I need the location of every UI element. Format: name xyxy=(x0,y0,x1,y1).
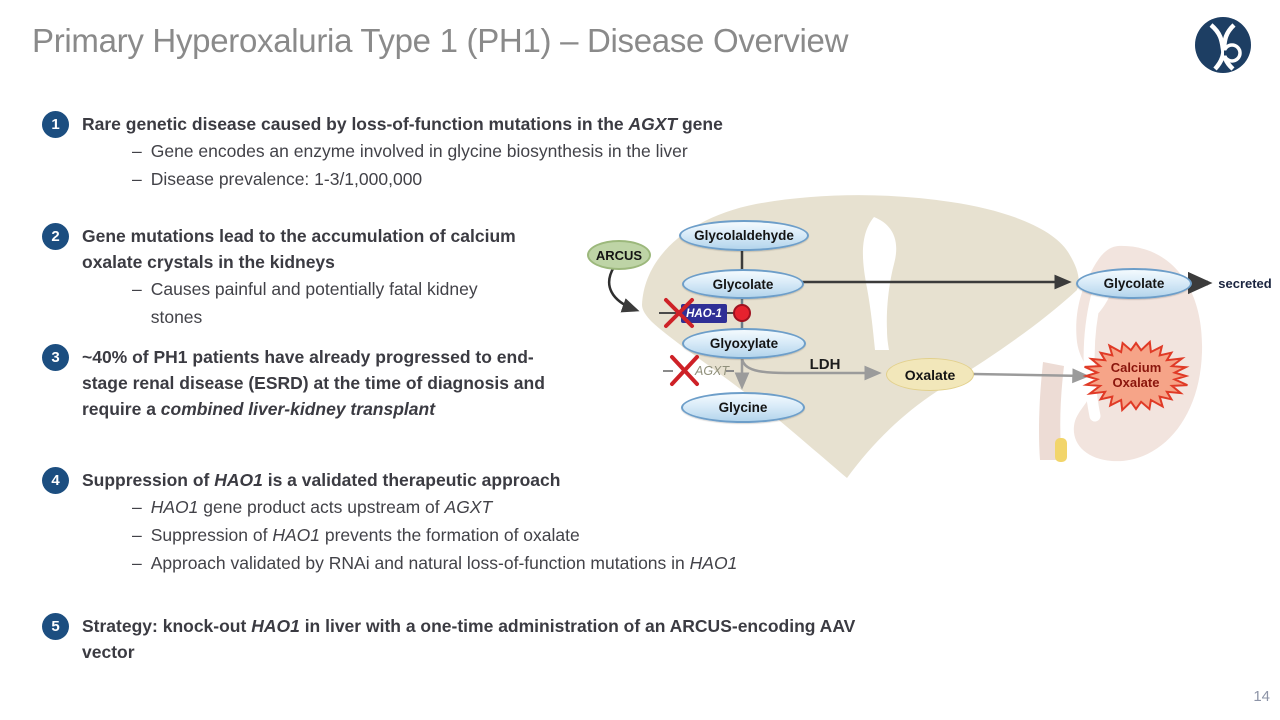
calcium-oxalate-crystal xyxy=(1082,339,1190,413)
bullet-item-3: 3 ~40% of PH1 patients have already prog… xyxy=(42,344,552,422)
bullet-4-sub-2: – Suppression of HAO1 prevents the forma… xyxy=(82,521,962,549)
glycine-node: Glycine xyxy=(681,392,805,423)
liver-shape xyxy=(642,195,1079,478)
bullet-1-sub-2: – Disease prevalence: 1-3/1,000,000 xyxy=(82,165,844,193)
bullet-item-4: 4 Suppression of HAO1 is a validated the… xyxy=(42,467,962,577)
secreted-label: secreted xyxy=(1218,275,1272,291)
bullet-4-sub-3: – Approach validated by RNAi and natural… xyxy=(82,549,962,577)
bullet-3-main-text: ~40% of PH1 patients have already progre… xyxy=(82,347,545,419)
page-number: 14 xyxy=(1253,688,1270,705)
calcium-oxalate-line1: Calcium xyxy=(1110,360,1162,376)
arcus-node: ARCUS xyxy=(587,240,651,270)
bullet-4-sub-3-text: Approach validated by RNAi and natural l… xyxy=(150,553,738,573)
sub-dash: – xyxy=(132,497,142,517)
glycolaldehyde-node: Glycolaldehyde xyxy=(679,220,809,251)
bullet-1-sub-2-text: Disease prevalence: 1-3/1,000,000 xyxy=(150,169,423,189)
bullet-2-sub-1-text: Causes painful and potentially fatal kid… xyxy=(150,279,478,327)
bullet-5-number-badge: 5 xyxy=(42,613,69,640)
bullet-1-number-badge: 1 xyxy=(42,111,69,138)
bullet-2-main-text: Gene mutations lead to the accumulation … xyxy=(82,226,516,272)
company-logo xyxy=(1195,17,1251,73)
bullet-3-number-badge: 3 xyxy=(42,344,69,371)
ldh-enzyme-label: LDH xyxy=(809,355,841,373)
sub-dash: – xyxy=(132,169,142,189)
oxalate-node: Oxalate xyxy=(886,358,974,391)
liver-vessel-cutout xyxy=(862,217,897,350)
bullet-1-sub-1: – Gene encodes an enzyme involved in gly… xyxy=(82,137,844,165)
arrow-arcus xyxy=(608,266,640,313)
sub-dash: – xyxy=(132,141,142,161)
logo-ribbon-icon xyxy=(1213,23,1236,71)
bullet-1-sub-1-text: Gene encodes an enzyme involved in glyci… xyxy=(150,141,688,161)
kidney-ureter xyxy=(1039,362,1064,460)
bullet-4-sub-1: – HAO1 gene product acts upstream of AGX… xyxy=(82,493,962,521)
bullet-4-main-text: Suppression of HAO1 is a validated thera… xyxy=(82,470,561,490)
glyoxylate-node: Glyoxylate xyxy=(682,328,806,359)
bullet-4-number-badge: 4 xyxy=(42,467,69,494)
agxt-enzyme-label: AGXT xyxy=(695,364,730,378)
sub-dash: – xyxy=(132,279,142,299)
pathway-diagram: ARCUS Glycolaldehyde Glycolate HAO-1 Gly… xyxy=(556,180,1280,520)
glycolate-kidney-node: Glycolate xyxy=(1076,268,1192,299)
bullet-2-sub-1: – Causes painful and potentially fatal k… xyxy=(82,275,524,331)
diagram-base-layer xyxy=(608,195,1213,478)
bullet-item-5: 5 Strategy: knock-out HAO1 in liver with… xyxy=(42,613,877,665)
arrow-oxalate-to-calcium xyxy=(972,368,1090,384)
bullet-2-number-badge: 2 xyxy=(42,223,69,250)
arrow-ldh-to-oxalate xyxy=(740,356,882,381)
hao1-enzyme-box: HAO-1 xyxy=(681,304,727,323)
bullet-4-sub-1-text: HAO1 gene product acts upstream of AGXT xyxy=(150,497,493,517)
sub-dash: – xyxy=(132,525,142,545)
kidney-ureter-yellow xyxy=(1055,438,1067,462)
bullet-4-sub-2-text: Suppression of HAO1 prevents the formati… xyxy=(150,525,580,545)
sub-dash: – xyxy=(132,553,142,573)
calcium-oxalate-line2: Oxalate xyxy=(1112,375,1160,390)
bullet-1-main-text: Rare genetic disease caused by loss-of-f… xyxy=(82,114,723,134)
slide-title: Primary Hyperoxaluria Type 1 (PH1) – Dis… xyxy=(32,22,849,59)
glycolate-liver-node: Glycolate xyxy=(682,269,804,299)
bullet-item-2: 2 Gene mutations lead to the accumulatio… xyxy=(42,223,524,331)
calcium-oxalate-label: Calcium Oxalate xyxy=(1096,359,1176,393)
bullet-5-main-text: Strategy: knock-out HAO1 in liver with a… xyxy=(82,616,856,662)
bullet-item-1: 1 Rare genetic disease caused by loss-of… xyxy=(42,111,844,193)
